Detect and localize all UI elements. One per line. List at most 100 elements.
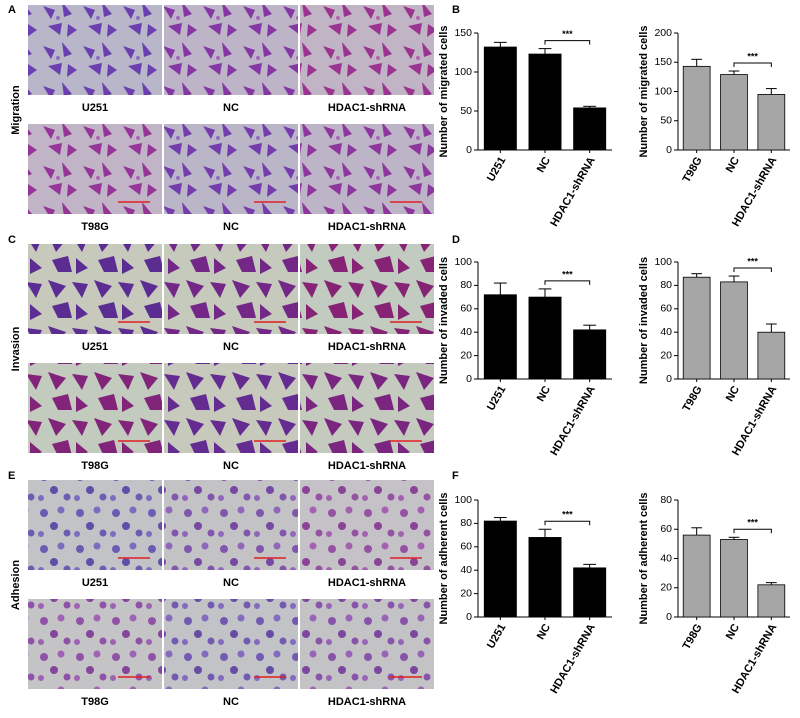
y-tick-label: 20 (660, 582, 672, 594)
image-caption: T98G (81, 221, 109, 233)
bar (720, 281, 748, 380)
y-axis-label: Number of migrated cells (638, 25, 650, 157)
image-caption: HDAC1-shRNA (328, 696, 406, 708)
y-tick-label: 0 (466, 611, 472, 623)
bar (528, 53, 562, 151)
y-tick-label: 0 (466, 144, 472, 156)
bar (757, 94, 786, 151)
y-tick-label: 80 (660, 279, 672, 291)
micrograph (164, 5, 298, 95)
image-caption: HDAC1-shRNA (328, 341, 406, 353)
image-caption: HDAC1-shRNA (328, 460, 406, 472)
significance-bracket (544, 520, 591, 526)
micrograph (164, 124, 298, 214)
significance-bracket (544, 40, 591, 45)
image-caption: T98G (81, 460, 109, 472)
significance-label: *** (747, 256, 758, 266)
y-axis-label: Number of migrated cells (438, 25, 450, 157)
x-tick-label: NC (724, 622, 742, 642)
bar (757, 331, 786, 380)
section-label: Invasion (10, 326, 22, 371)
x-tick-label: NC (724, 155, 742, 175)
micrograph (164, 599, 298, 689)
y-tick-label: 0 (666, 144, 672, 156)
y-tick-label: 60 (460, 303, 472, 315)
y-tick-label: 60 (660, 303, 672, 315)
image-caption: U251 (82, 102, 108, 114)
y-tick-label: 100 (454, 66, 472, 78)
bar (720, 539, 748, 618)
y-tick-label: 100 (654, 85, 672, 97)
y-axis-label: Number of adherent cells (638, 492, 650, 624)
micrograph (300, 599, 434, 689)
y-axis-label: Number of invaded cells (638, 257, 650, 384)
y-tick-label: 40 (660, 552, 672, 564)
micrograph (300, 5, 434, 95)
y-tick-label: 40 (660, 326, 672, 338)
x-tick-label: U251 (485, 384, 509, 413)
significance-label: *** (562, 29, 573, 39)
y-tick-label: 20 (460, 349, 472, 361)
bar (720, 74, 748, 151)
x-tick-label: HDAC1-shRNA (548, 384, 598, 458)
y-tick-label: 0 (666, 373, 672, 385)
panel-label: D (452, 234, 460, 246)
image-caption: HDAC1-shRNA (328, 221, 406, 233)
image-caption: NC (223, 221, 239, 233)
x-tick-label: U251 (485, 155, 509, 184)
panel-label: C (8, 234, 16, 246)
micrograph (164, 363, 298, 453)
bar (682, 276, 711, 380)
bar (573, 567, 607, 618)
panel-label: E (8, 470, 15, 482)
y-tick-label: 80 (460, 279, 472, 291)
x-tick-label: HDAC1-shRNA (548, 622, 598, 696)
bar (483, 294, 517, 380)
y-tick-label: 50 (660, 115, 672, 127)
significance-bracket (733, 267, 772, 273)
image-caption: NC (223, 102, 239, 114)
significance-bracket (733, 62, 772, 68)
y-tick-label: 100 (454, 256, 472, 268)
image-caption: NC (223, 696, 239, 708)
y-tick-label: 40 (460, 564, 472, 576)
bar (682, 534, 711, 618)
bar (483, 46, 517, 151)
image-caption: U251 (82, 577, 108, 589)
image-caption: NC (223, 460, 239, 472)
x-tick-label: T98G (681, 155, 705, 185)
y-axis-label: Number of adherent cells (438, 492, 450, 624)
significance-label: *** (562, 510, 573, 520)
x-tick-label: T98G (681, 622, 705, 652)
y-tick-label: 50 (460, 105, 472, 117)
significance-label: *** (747, 51, 758, 61)
x-tick-label: NC (535, 155, 553, 175)
x-tick-label: HDAC1-shRNA (548, 155, 598, 229)
significance-bracket (544, 280, 591, 285)
image-caption: U251 (82, 341, 108, 353)
micrograph (28, 5, 162, 95)
y-tick-label: 150 (454, 27, 472, 39)
y-tick-label: 150 (654, 56, 672, 68)
y-tick-label: 100 (654, 256, 672, 268)
micrograph (28, 480, 162, 570)
y-tick-label: 20 (460, 587, 472, 599)
y-tick-label: 60 (660, 523, 672, 535)
y-tick-label: 80 (460, 517, 472, 529)
section-label: Migration (10, 85, 22, 135)
image-caption: T98G (81, 696, 109, 708)
x-tick-label: T98G (681, 384, 705, 414)
image-caption: HDAC1-shRNA (328, 577, 406, 589)
panel-label: B (452, 4, 460, 16)
micrograph (300, 480, 434, 570)
micrograph (300, 244, 434, 334)
micrograph (164, 480, 298, 570)
bar (483, 520, 517, 618)
y-tick-label: 0 (466, 373, 472, 385)
bar (682, 65, 711, 151)
bar (573, 329, 607, 380)
micrograph (164, 244, 298, 334)
micrograph (300, 363, 434, 453)
significance-label: *** (747, 518, 758, 528)
micrograph (300, 124, 434, 214)
